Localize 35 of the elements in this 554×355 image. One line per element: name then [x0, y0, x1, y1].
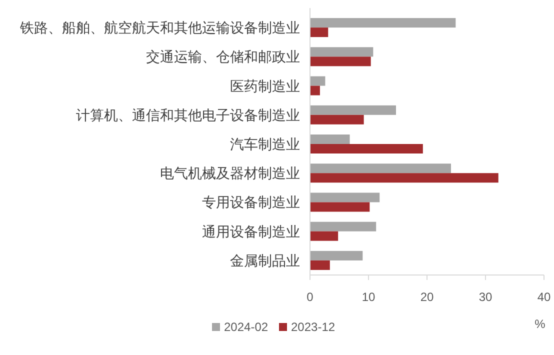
- bar: [310, 86, 320, 96]
- bar: [310, 76, 326, 86]
- x-tick-label: 40: [537, 290, 551, 304]
- bar: [310, 192, 380, 202]
- bar: [310, 173, 498, 183]
- bar: [310, 202, 370, 212]
- x-tick-label: 30: [478, 290, 492, 304]
- legend-label: 2024-02: [224, 320, 268, 334]
- y-tick-label: 金属制品业: [230, 252, 300, 268]
- bar: [310, 260, 330, 270]
- bar: [310, 28, 328, 38]
- bar: [310, 250, 363, 260]
- x-tick-label: 0: [306, 290, 314, 304]
- bar: [310, 222, 376, 232]
- y-tick-label: 通用设备制造业: [202, 223, 300, 240]
- y-tick-label: 铁路、船舶、航空航天和其他运输设备制造业: [19, 20, 300, 36]
- bar: [310, 164, 451, 174]
- y-tick-label: 专用设备制造业: [202, 194, 300, 210]
- y-tick-label: 医药制造业: [230, 78, 300, 94]
- bar: [310, 56, 371, 66]
- legend-label: 2023-12: [291, 320, 336, 334]
- bar: [310, 47, 374, 57]
- y-tick-label: 汽车制造业: [230, 136, 300, 152]
- bar: [310, 134, 350, 144]
- y-tick-label: 电气机械及器材制造业: [160, 165, 300, 182]
- y-tick-label: 计算机、通信和其他电子设备制造业: [76, 106, 300, 123]
- y-tick-label: 交通运输、仓储和邮政业: [146, 48, 300, 65]
- x-tick-label: 20: [420, 290, 434, 304]
- bar: [310, 231, 338, 241]
- bar: [310, 144, 423, 154]
- bar: [310, 105, 396, 115]
- x-axis-title: %: [534, 317, 546, 331]
- bar: [310, 114, 364, 124]
- x-tick-label: 10: [362, 290, 376, 304]
- bar: [310, 18, 456, 28]
